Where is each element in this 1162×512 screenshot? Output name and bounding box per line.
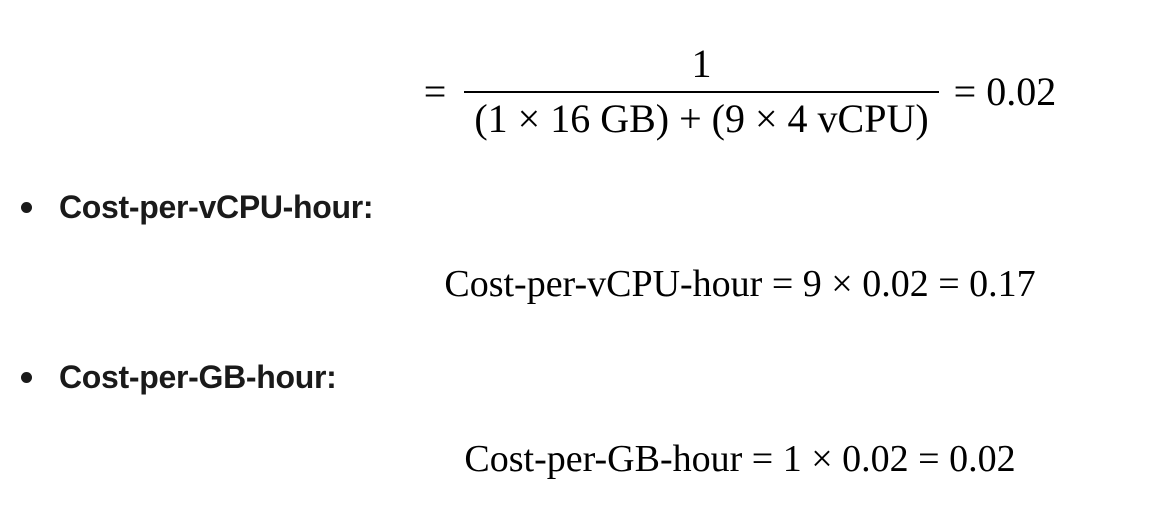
equation-cost-per-vcpu-hour: Cost-per-vCPU-hour = 9 × 0.02 = 0.17 xyxy=(444,263,1036,305)
fraction: 1 (1 × 16 GB) + (9 × 4 vCPU) xyxy=(464,40,939,141)
fraction-denominator: (1 × 16 GB) + (9 × 4 vCPU) xyxy=(464,90,939,141)
equation-cost-per-gb-hour: Cost-per-GB-hour = 1 × 0.02 = 0.02 xyxy=(464,438,1016,480)
bullet-icon xyxy=(21,201,32,213)
fraction-numerator: 1 xyxy=(691,40,712,86)
equals-sign: = xyxy=(423,68,447,114)
equation-cost-per-unit: = 1 (1 × 16 GB) + (9 × 4 vCPU) = 0.02 xyxy=(320,28,1160,154)
list-item-label: Cost-per-GB-hour: xyxy=(59,359,337,395)
bullet-icon xyxy=(21,371,32,383)
list-item-label: Cost-per-vCPU-hour: xyxy=(59,189,374,225)
list-item-cost-per-vcpu-hour: Cost-per-vCPU-hour: xyxy=(0,189,374,225)
equation-result: = 0.02 xyxy=(953,68,1057,114)
list-item-cost-per-gb-hour: Cost-per-GB-hour: xyxy=(0,360,337,394)
